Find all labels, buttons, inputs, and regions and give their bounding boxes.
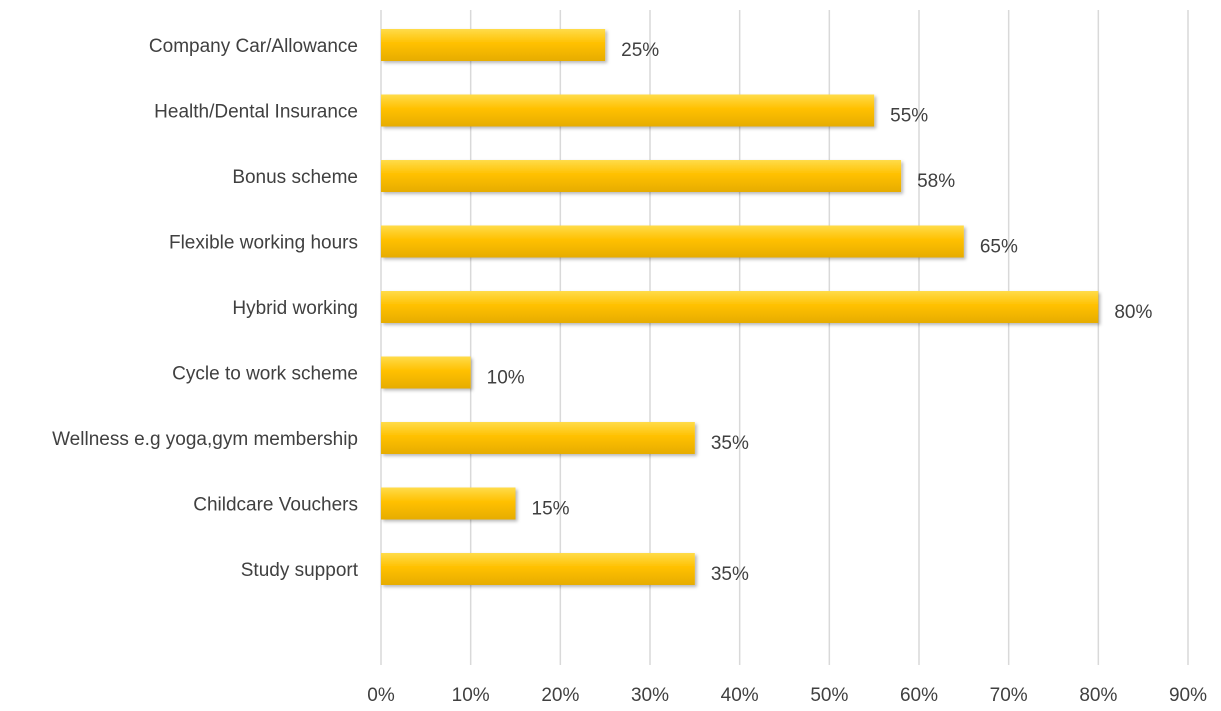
data-label: 25% bbox=[621, 40, 659, 61]
data-label: 35% bbox=[711, 433, 749, 454]
data-label: 35% bbox=[711, 564, 749, 585]
category-label: Wellness e.g yoga,gym membership bbox=[52, 429, 358, 450]
category-label: Bonus scheme bbox=[232, 167, 358, 188]
category-label: Flexible working hours bbox=[169, 233, 358, 254]
data-label: 15% bbox=[532, 499, 570, 520]
data-label: 55% bbox=[890, 106, 928, 127]
x-tick-label: 90% bbox=[1169, 685, 1207, 706]
category-label: Health/Dental Insurance bbox=[154, 102, 358, 123]
x-tick-label: 40% bbox=[721, 685, 759, 706]
bar bbox=[381, 94, 875, 127]
labels: 0% 10% 20% 30% 40% 50% 60% 70% 80% 90% Company Car… bbox=[52, 36, 1207, 706]
x-tick-label: 20% bbox=[541, 685, 579, 706]
bar bbox=[381, 291, 1099, 323]
category-label: Hybrid working bbox=[232, 298, 358, 319]
category-label: Study support bbox=[241, 560, 359, 581]
bar bbox=[381, 29, 606, 61]
x-tick-label: 50% bbox=[810, 685, 848, 706]
bar bbox=[381, 160, 902, 192]
x-tick-label: 10% bbox=[452, 685, 490, 706]
bar bbox=[381, 422, 695, 454]
x-tick-label: 30% bbox=[631, 685, 669, 706]
category-label: Cycle to work scheme bbox=[172, 364, 358, 385]
bars bbox=[381, 29, 1099, 585]
x-tick-label: 0% bbox=[367, 685, 395, 706]
data-label: 58% bbox=[917, 171, 955, 192]
bar bbox=[381, 356, 471, 389]
data-label: 65% bbox=[980, 237, 1018, 258]
bar bbox=[381, 487, 516, 520]
x-tick-label: 70% bbox=[990, 685, 1028, 706]
x-tick-label: 80% bbox=[1079, 685, 1117, 706]
x-tick-label: 60% bbox=[900, 685, 938, 706]
data-label: 10% bbox=[487, 368, 525, 389]
bar bbox=[381, 553, 695, 585]
bar bbox=[381, 225, 964, 258]
category-label: Company Car/Allowance bbox=[149, 36, 358, 57]
data-label: 80% bbox=[1114, 302, 1152, 323]
category-label: Childcare Vouchers bbox=[193, 495, 358, 516]
